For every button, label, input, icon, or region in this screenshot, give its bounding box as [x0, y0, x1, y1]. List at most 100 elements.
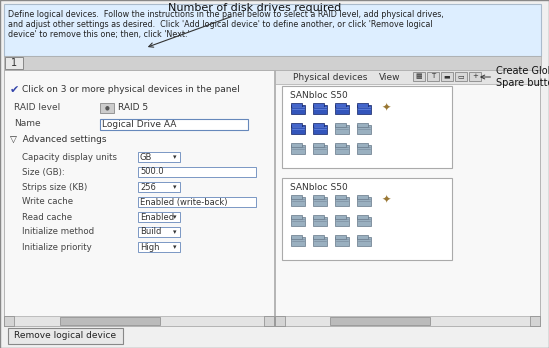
Bar	[100, 103, 114, 113]
Bar	[275, 70, 540, 84]
Bar	[357, 123, 368, 127]
Bar	[291, 197, 305, 206]
Bar	[313, 103, 324, 107]
Text: ▦: ▦	[416, 73, 422, 79]
Bar	[313, 145, 327, 154]
Bar	[282, 86, 452, 168]
Bar	[4, 316, 14, 326]
Bar	[335, 125, 349, 134]
Bar	[275, 316, 285, 326]
Bar	[313, 125, 327, 134]
Text: ▭: ▭	[458, 73, 464, 79]
Bar	[138, 212, 180, 222]
Text: Number of disk drives required: Number of disk drives required	[149, 3, 341, 47]
Bar	[357, 195, 368, 199]
Bar	[335, 103, 346, 107]
Text: Enabled (write-back): Enabled (write-back)	[140, 198, 227, 206]
Bar	[291, 125, 305, 134]
Text: ▽  Advanced settings: ▽ Advanced settings	[10, 135, 107, 144]
Bar	[60, 317, 160, 325]
Bar	[357, 217, 371, 226]
Text: device' to remove this one; then, click 'Next.': device' to remove this one; then, click …	[8, 30, 189, 39]
Text: ✦: ✦	[382, 103, 391, 113]
Text: ✔: ✔	[10, 85, 19, 95]
Bar	[335, 145, 349, 154]
Bar	[357, 197, 371, 206]
Bar	[335, 217, 349, 226]
Bar	[291, 215, 302, 219]
Bar	[291, 143, 302, 147]
Bar	[275, 316, 540, 326]
Bar	[335, 215, 346, 219]
Text: GB: GB	[140, 152, 153, 161]
Text: ✦: ✦	[382, 195, 391, 205]
Text: Write cache: Write cache	[22, 198, 73, 206]
Bar	[357, 235, 368, 239]
Text: ●: ●	[105, 105, 109, 111]
Text: Initialize method: Initialize method	[22, 228, 94, 237]
Text: Enabled: Enabled	[140, 213, 174, 221]
Bar	[357, 237, 371, 246]
Text: Build: Build	[140, 228, 161, 237]
Bar	[291, 237, 305, 246]
Bar	[335, 235, 346, 239]
Bar	[4, 70, 274, 326]
Text: High: High	[140, 243, 160, 252]
Bar	[427, 72, 439, 81]
Text: RAID 5: RAID 5	[118, 103, 148, 112]
Bar	[4, 56, 541, 70]
Bar	[4, 316, 274, 326]
Text: SANbloc S50: SANbloc S50	[290, 91, 348, 100]
Bar	[413, 72, 425, 81]
Bar	[282, 178, 452, 260]
Bar	[313, 105, 327, 114]
Bar	[100, 119, 248, 130]
Bar	[357, 215, 368, 219]
Bar	[335, 237, 349, 246]
Text: Size (GB):: Size (GB):	[22, 167, 65, 176]
Text: Remove logical device: Remove logical device	[14, 332, 116, 340]
Text: 256: 256	[140, 182, 156, 191]
Bar	[530, 316, 540, 326]
Bar	[291, 217, 305, 226]
Bar	[138, 152, 180, 162]
Bar	[357, 143, 368, 147]
Bar	[335, 143, 346, 147]
Bar	[4, 4, 541, 56]
Text: 1: 1	[11, 58, 17, 68]
Bar	[313, 197, 327, 206]
Bar	[291, 235, 302, 239]
Bar	[335, 195, 346, 199]
Bar	[357, 125, 371, 134]
Bar	[291, 123, 302, 127]
Bar	[335, 197, 349, 206]
Bar	[264, 316, 274, 326]
Bar	[330, 317, 430, 325]
Text: T: T	[431, 73, 435, 79]
Bar	[291, 105, 305, 114]
Bar	[313, 237, 327, 246]
Bar	[313, 195, 324, 199]
Bar	[138, 242, 180, 252]
Text: SANbloc S50: SANbloc S50	[290, 183, 348, 192]
Bar	[469, 72, 481, 81]
Text: Click on 3 or more physical devices in the panel: Click on 3 or more physical devices in t…	[22, 86, 240, 95]
Text: Capacity display units: Capacity display units	[22, 152, 117, 161]
Text: Define logical devices.  Follow the instructions in the panel below to select a : Define logical devices. Follow the instr…	[8, 10, 444, 19]
Text: ▾: ▾	[173, 184, 177, 190]
Text: Name: Name	[14, 119, 41, 128]
Bar	[138, 182, 180, 192]
Bar	[357, 105, 371, 114]
Bar	[357, 103, 368, 107]
Text: ▾: ▾	[173, 229, 177, 235]
Bar	[275, 70, 540, 326]
Text: and adjust other settings as desired.  Click 'Add logical device' to define anot: and adjust other settings as desired. Cl…	[8, 20, 433, 29]
Text: Create Global Hot
Spare button: Create Global Hot Spare button	[481, 66, 549, 88]
Text: View: View	[379, 72, 401, 81]
Text: Read cache: Read cache	[22, 213, 72, 221]
Bar	[138, 227, 180, 237]
Bar	[441, 72, 453, 81]
Bar	[8, 328, 123, 344]
Text: ▾: ▾	[173, 214, 177, 220]
Bar	[291, 145, 305, 154]
